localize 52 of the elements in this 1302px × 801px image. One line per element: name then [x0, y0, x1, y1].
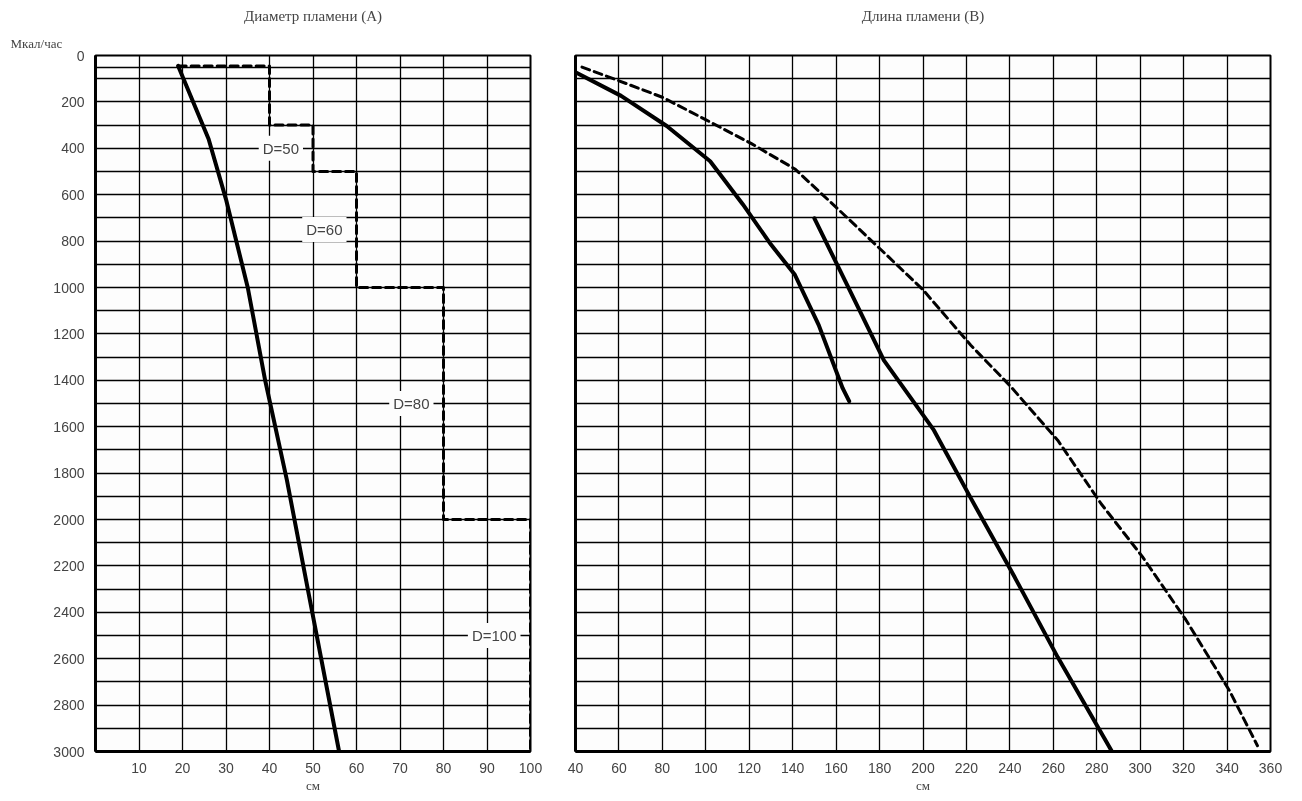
y-tick-label: 3000 [53, 743, 85, 760]
x-tick-label: 160 [824, 759, 849, 776]
y-axis-title: Мкал/час [10, 35, 63, 51]
y-tick-label: 600 [61, 186, 85, 203]
annotation: D=80 [393, 395, 430, 412]
x-tick-label: 180 [867, 759, 892, 776]
x-tick-label: 80 [654, 759, 671, 776]
y-tick-label: 1800 [53, 465, 85, 482]
y-tick-label: 0 [76, 47, 85, 64]
x-tick-label: 50 [305, 759, 321, 776]
annotation: D=60 [306, 221, 343, 238]
x-tick-label: 240 [998, 759, 1022, 776]
y-tick-label: 2600 [53, 650, 85, 667]
x-tick-label: 200 [911, 759, 935, 776]
x-axis-title: см [306, 777, 320, 793]
y-tick-label: 2800 [53, 697, 85, 714]
chart-title: Длина пламени (В) [861, 7, 985, 25]
x-tick-label: 80 [435, 759, 452, 776]
y-tick-label: 400 [61, 140, 85, 157]
y-tick-label: 2400 [53, 604, 85, 621]
x-tick-label: 60 [611, 759, 627, 776]
x-tick-label: 300 [1128, 759, 1153, 776]
x-tick-label: 140 [781, 759, 805, 776]
x-tick-label: 60 [348, 759, 365, 776]
x-tick-label: 260 [1041, 759, 1066, 776]
x-tick-label: 70 [392, 759, 408, 776]
x-tick-label: 100 [694, 759, 718, 776]
y-tick-label: 1200 [53, 325, 85, 342]
x-tick-label: 40 [567, 759, 584, 776]
y-tick-label: 1000 [53, 279, 85, 296]
annotation: D=50 [262, 139, 299, 157]
x-tick-label: 340 [1215, 759, 1239, 776]
x-tick-label: 320 [1171, 759, 1196, 776]
y-tick-label: 200 [61, 93, 85, 110]
x-tick-label: 100 [518, 759, 543, 776]
y-tick-label: 1400 [53, 372, 85, 389]
x-tick-label: 120 [737, 759, 762, 776]
x-tick-label: 280 [1085, 759, 1109, 776]
x-tick-label: 40 [261, 759, 278, 776]
chart-title: Диаметр пламени (А) [244, 7, 383, 25]
x-axis-title: см [916, 777, 930, 793]
y-tick-label: 800 [61, 233, 85, 250]
x-tick-label: 10 [131, 759, 147, 776]
y-tick-label: 1600 [53, 418, 85, 435]
y-tick-label: 2200 [53, 557, 85, 574]
x-tick-label: 30 [218, 759, 234, 776]
x-tick-label: 360 [1258, 759, 1283, 776]
annotation: D=100 [471, 627, 517, 644]
x-tick-label: 220 [954, 759, 979, 776]
x-tick-label: 20 [174, 759, 191, 776]
y-tick-label: 2000 [53, 511, 85, 528]
x-tick-label: 90 [479, 759, 495, 776]
